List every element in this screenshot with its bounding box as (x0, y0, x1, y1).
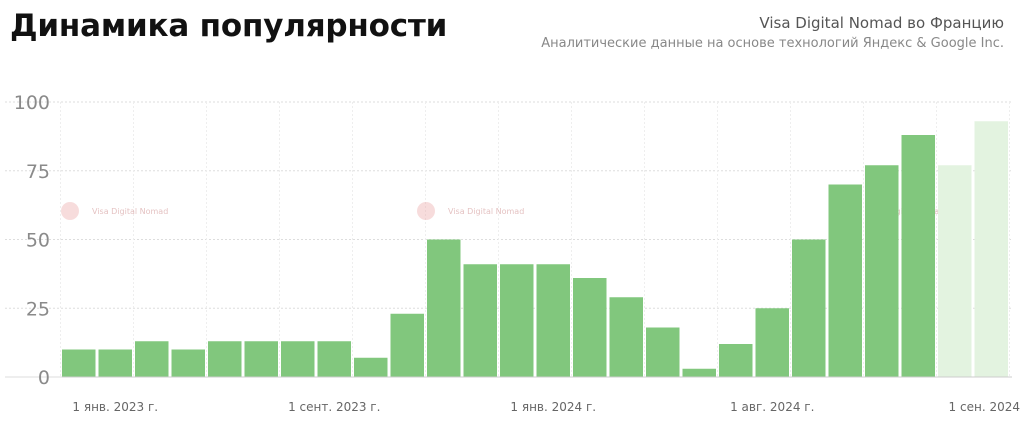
y-tick-label: 100 (14, 92, 50, 114)
data-bar (755, 308, 789, 377)
data-bar (208, 341, 242, 377)
data-bar (719, 344, 753, 377)
x-tick-label: 1 янв. 2023 г. (72, 400, 158, 414)
data-bar (682, 368, 716, 377)
data-bar (62, 349, 96, 377)
data-bar (573, 278, 607, 377)
data-bar (500, 264, 534, 377)
forecast-bar (938, 165, 972, 377)
y-tick-label: 0 (38, 367, 50, 389)
data-bar (609, 297, 643, 377)
data-bar (865, 165, 899, 377)
watermark-text: Visa Digital Nomad (448, 207, 524, 216)
data-bar (354, 357, 388, 377)
data-bar (536, 264, 570, 377)
x-tick-label: 1 янв. 2024 г. (510, 400, 596, 414)
x-tick-label: 1 сен. 2024 г. (949, 400, 1024, 414)
data-bar (901, 135, 935, 377)
data-bar (427, 239, 461, 377)
data-bar (98, 349, 132, 377)
data-bar (390, 313, 424, 377)
data-bar (317, 341, 351, 377)
data-bar (171, 349, 205, 377)
data-bar (828, 184, 862, 377)
watermark-text: Visa Digital Nomad (92, 207, 168, 216)
watermark-logo-icon (417, 202, 435, 220)
data-bar (646, 327, 680, 377)
data-bar (281, 341, 315, 377)
data-bar (244, 341, 278, 377)
data-bar (463, 264, 497, 377)
y-tick-label: 25 (26, 298, 50, 320)
chart-subtitle: Visa Digital Nomad во Францию (759, 14, 1004, 32)
data-bar (135, 341, 169, 377)
x-tick-label: 1 сент. 2023 г. (288, 400, 380, 414)
watermark-logo-icon (61, 202, 79, 220)
y-tick-label: 50 (26, 230, 50, 252)
y-tick-label: 75 (26, 161, 50, 183)
data-source-note: Аналитические данные на основе технологи… (541, 36, 1004, 51)
chart-title: Динамика популярности (10, 8, 448, 44)
forecast-bar (974, 121, 1008, 377)
x-tick-label: 1 авг. 2024 г. (730, 400, 814, 414)
data-bar (792, 239, 826, 377)
